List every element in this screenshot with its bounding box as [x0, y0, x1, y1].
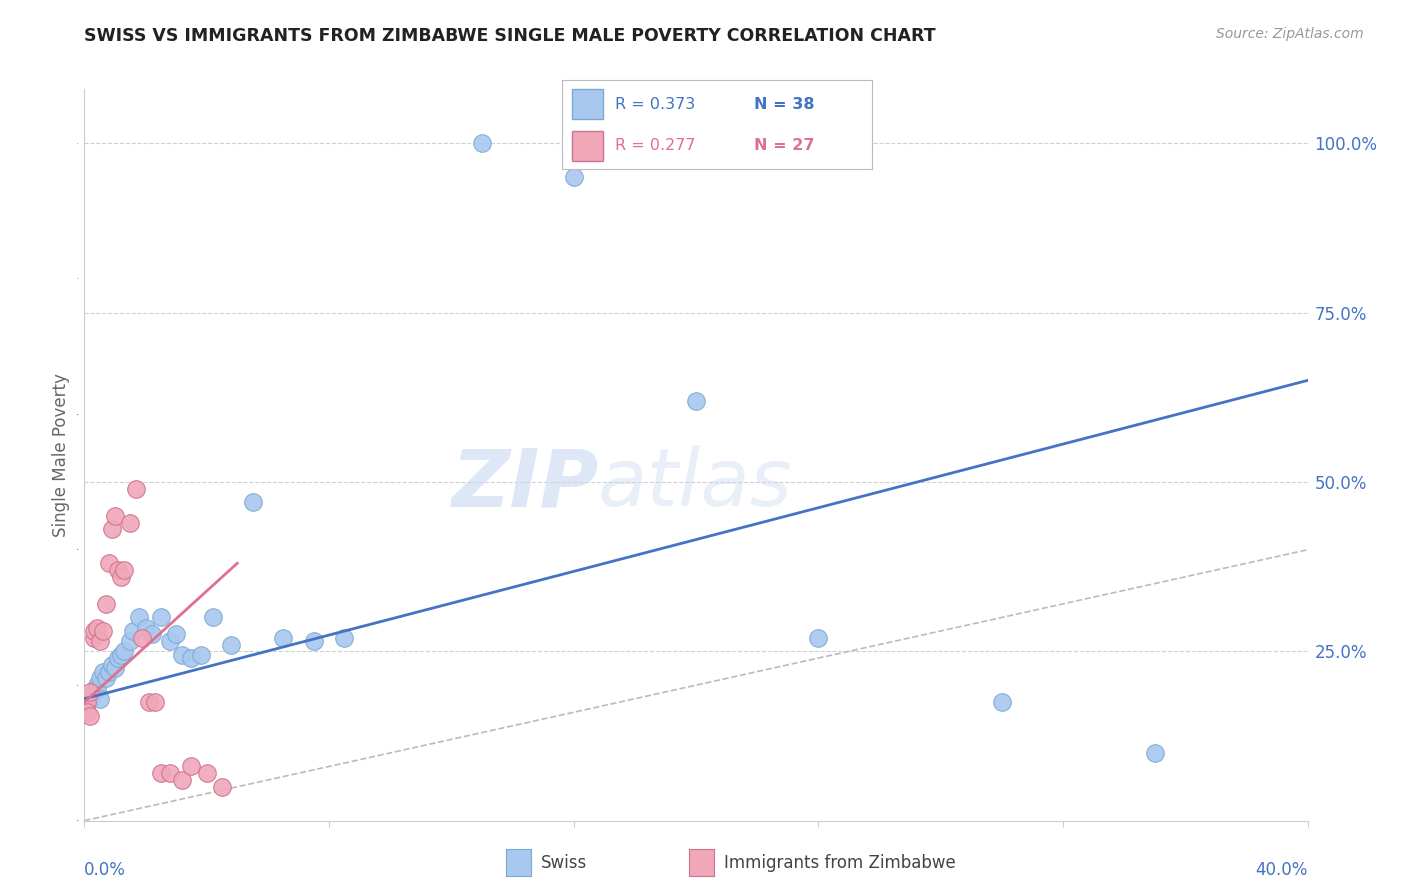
Point	[86, 681, 108, 696]
Point	[211, 780, 233, 794]
Point	[807, 631, 830, 645]
Point	[76, 695, 98, 709]
Point	[180, 759, 202, 773]
Point	[125, 482, 148, 496]
Point	[991, 695, 1014, 709]
Point	[112, 563, 135, 577]
Point	[1143, 746, 1166, 760]
Point	[122, 624, 145, 638]
Point	[149, 766, 172, 780]
Point	[104, 661, 127, 675]
Point	[159, 634, 181, 648]
Text: 0.0%: 0.0%	[84, 861, 127, 879]
Point	[143, 695, 166, 709]
Point	[180, 651, 202, 665]
FancyBboxPatch shape	[572, 89, 603, 119]
Point	[201, 610, 224, 624]
Point	[89, 691, 111, 706]
Text: R = 0.277: R = 0.277	[614, 138, 696, 153]
Point	[110, 570, 132, 584]
Point	[159, 766, 181, 780]
Point	[131, 631, 153, 645]
Point	[172, 648, 194, 662]
Point	[120, 516, 142, 530]
Point	[302, 634, 325, 648]
Point	[120, 634, 142, 648]
Point	[190, 648, 212, 662]
Point	[79, 708, 101, 723]
Point	[94, 597, 117, 611]
Point	[107, 563, 129, 577]
Point	[128, 610, 150, 624]
Y-axis label: Single Male Poverty: Single Male Poverty	[52, 373, 70, 537]
Point	[172, 772, 194, 787]
Point	[333, 631, 356, 645]
Point	[242, 495, 264, 509]
Point	[79, 685, 101, 699]
Text: N = 38: N = 38	[754, 97, 814, 112]
Point	[138, 695, 160, 709]
Text: Immigrants from Zimbabwe: Immigrants from Zimbabwe	[724, 854, 956, 871]
Point	[83, 685, 105, 699]
Point	[149, 610, 172, 624]
Point	[110, 648, 132, 662]
Point	[112, 644, 135, 658]
Point	[195, 766, 218, 780]
Point	[76, 706, 98, 720]
Text: SWISS VS IMMIGRANTS FROM ZIMBABWE SINGLE MALE POVERTY CORRELATION CHART: SWISS VS IMMIGRANTS FROM ZIMBABWE SINGLE…	[84, 27, 936, 45]
Point	[91, 624, 114, 638]
Point	[165, 627, 187, 641]
Point	[97, 556, 120, 570]
Point	[91, 665, 114, 679]
Point	[271, 631, 294, 645]
Point	[104, 508, 127, 523]
Point	[79, 691, 101, 706]
Point	[107, 651, 129, 665]
Point	[97, 665, 120, 679]
Point	[89, 634, 111, 648]
Point	[471, 136, 494, 151]
Point	[86, 621, 108, 635]
Point	[219, 638, 242, 652]
Point	[86, 678, 108, 692]
Point	[83, 624, 105, 638]
Point	[101, 657, 124, 672]
Point	[89, 672, 111, 686]
Text: ZIP: ZIP	[451, 445, 598, 524]
Text: atlas: atlas	[598, 445, 793, 524]
Text: R = 0.373: R = 0.373	[614, 97, 695, 112]
Point	[83, 631, 105, 645]
Point	[101, 523, 124, 537]
Point	[562, 170, 585, 185]
FancyBboxPatch shape	[572, 131, 603, 161]
Point	[135, 621, 157, 635]
Text: Swiss: Swiss	[541, 854, 588, 871]
Point	[94, 672, 117, 686]
Text: N = 27: N = 27	[754, 138, 814, 153]
Point	[76, 695, 98, 709]
Point	[141, 627, 163, 641]
Text: 40.0%: 40.0%	[1256, 861, 1308, 879]
Point	[685, 393, 707, 408]
Text: Source: ZipAtlas.com: Source: ZipAtlas.com	[1216, 27, 1364, 41]
